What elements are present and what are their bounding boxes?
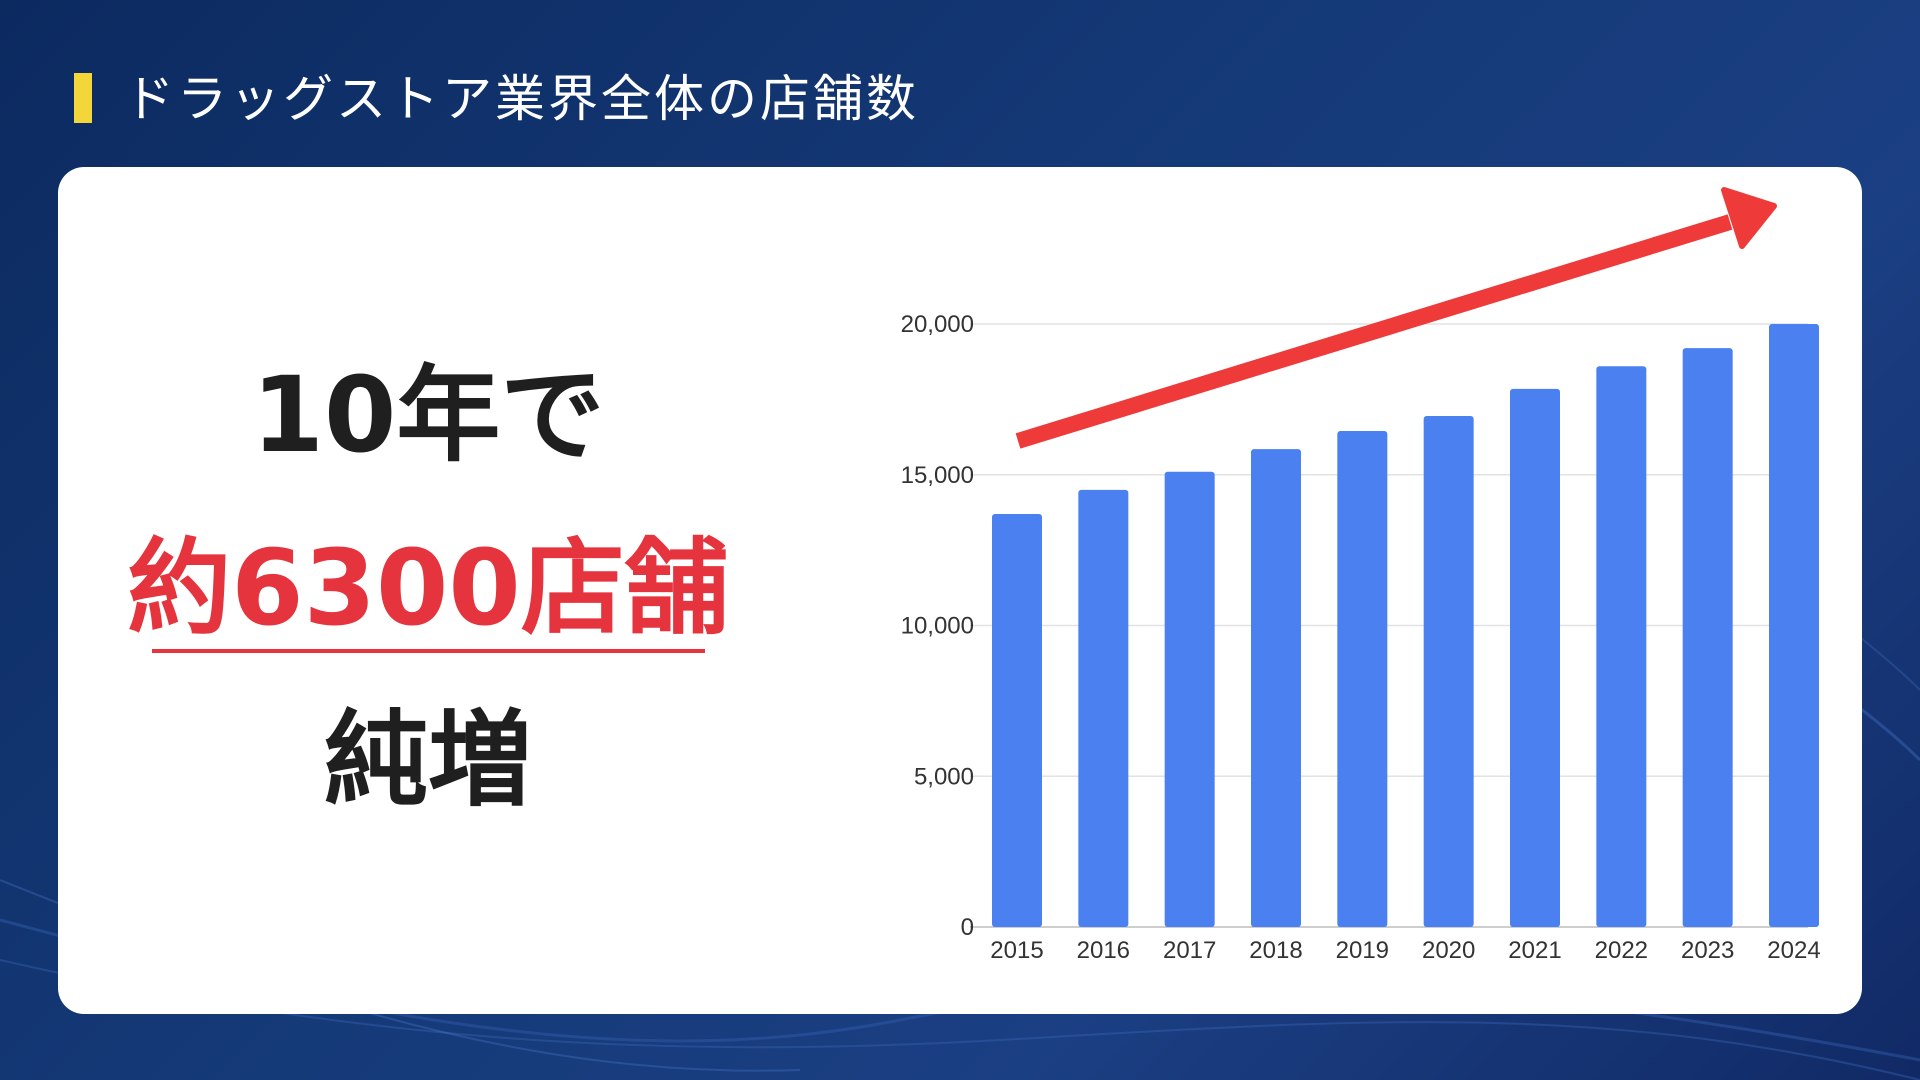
x-tick-label: 2023 bbox=[1681, 937, 1734, 964]
bar-2019 bbox=[1337, 431, 1388, 927]
y-tick-label: 20,000 bbox=[901, 311, 974, 338]
x-tick-label: 2022 bbox=[1595, 937, 1648, 964]
trend-arrow-shaft bbox=[1015, 214, 1733, 449]
title-accent-bar bbox=[74, 73, 92, 123]
trend-arrow bbox=[1015, 187, 1777, 449]
headline-line-3: 純増 bbox=[323, 699, 532, 821]
x-tick-label: 2019 bbox=[1336, 937, 1389, 964]
x-tick-label: 2015 bbox=[990, 937, 1043, 964]
bar-2022 bbox=[1596, 366, 1647, 928]
y-tick-label: 5,000 bbox=[914, 763, 974, 790]
headline-line-2: 約6300店舗 bbox=[127, 527, 729, 649]
x-tick-label: 2024 bbox=[1767, 937, 1820, 964]
y-tick-label: 10,000 bbox=[901, 613, 974, 640]
bar-2017 bbox=[1164, 471, 1215, 927]
page-title: ドラッグストア業界全体の店舗数 bbox=[124, 70, 919, 128]
bar-2018 bbox=[1251, 449, 1301, 927]
y-tick-label: 0 bbox=[961, 914, 974, 941]
x-tick-label: 2021 bbox=[1508, 937, 1561, 964]
x-tick-label: 2018 bbox=[1249, 937, 1302, 964]
headline-underline bbox=[152, 649, 705, 653]
x-tick-label: 2016 bbox=[1077, 937, 1130, 964]
bar-2023 bbox=[1682, 348, 1733, 927]
bar-2016 bbox=[1078, 489, 1129, 927]
bar-2021 bbox=[1510, 388, 1560, 927]
bar-2020 bbox=[1423, 415, 1474, 927]
x-tick-label: 2017 bbox=[1163, 937, 1216, 964]
headline-line-1: 10年で bbox=[251, 354, 605, 476]
x-tick-label: 2020 bbox=[1422, 937, 1475, 964]
bar-2024 bbox=[1769, 324, 1819, 927]
chart-bars bbox=[992, 324, 1819, 928]
chart-x-axis: 2015 2016 2017 2018 2019 2020 2021 2022 2023 2024 bbox=[990, 937, 1820, 964]
y-tick-label: 15,000 bbox=[901, 462, 974, 489]
chart-y-axis: 0 5,000 10,000 15,000 20,000 bbox=[901, 311, 974, 941]
bar-2015 bbox=[992, 513, 1042, 927]
content-card bbox=[58, 167, 1862, 1014]
trend-arrow-head bbox=[1721, 187, 1777, 249]
